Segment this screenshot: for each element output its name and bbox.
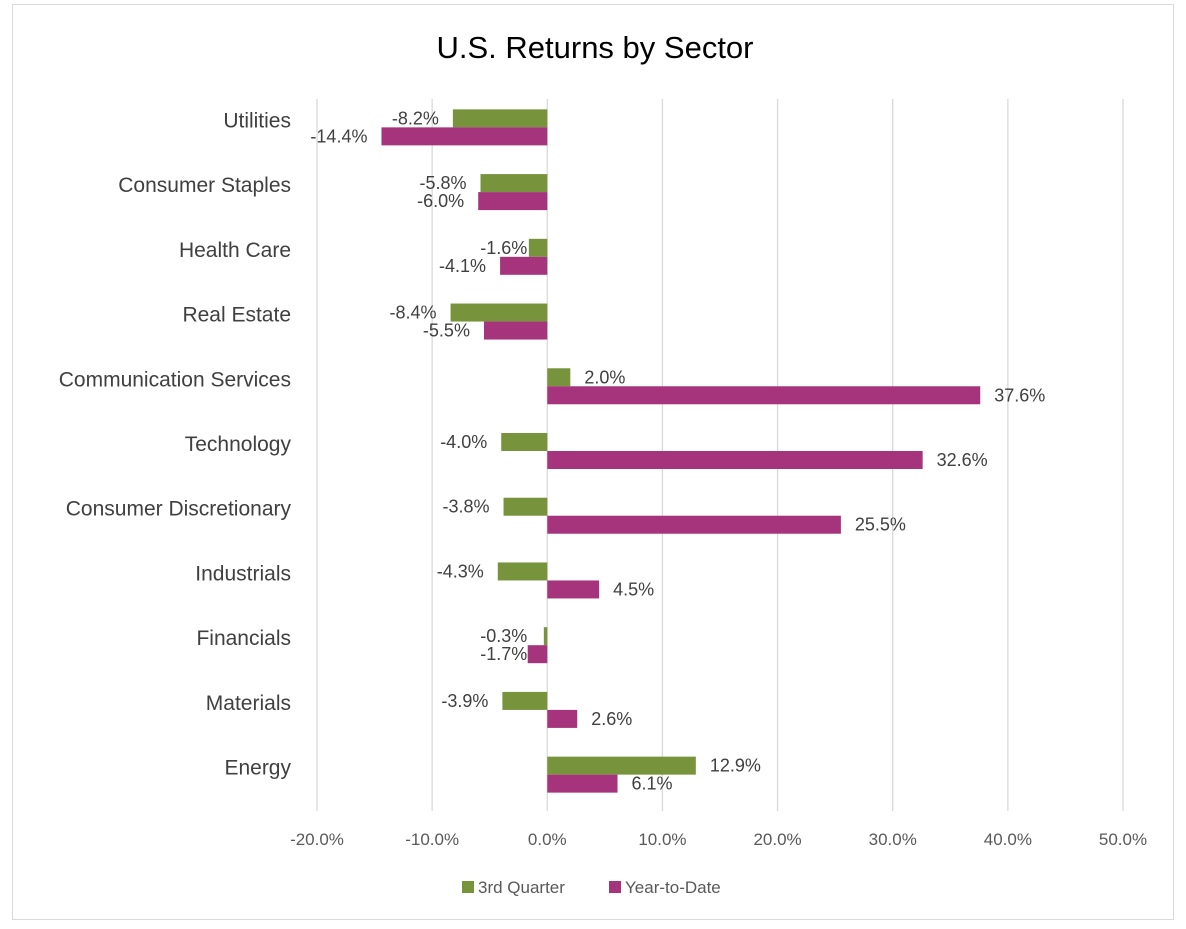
bar-year-to-date-consumer-staples <box>478 192 548 211</box>
bar-year-to-date-technology <box>547 451 923 469</box>
data-label-year-to-date-technology: 32.6% <box>937 450 988 470</box>
category-label: Utilities <box>223 109 291 132</box>
bar-3rd-quarter-communication-services <box>547 368 571 387</box>
legend-label-3rd-quarter: 3rd Quarter <box>478 878 565 897</box>
bars <box>381 109 981 793</box>
bar-year-to-date-industrials <box>547 580 600 599</box>
category-label: Communication Services <box>59 368 291 391</box>
bar-3rd-quarter-real-estate <box>450 303 548 322</box>
legend-label-year-to-date: Year-to-Date <box>625 878 721 897</box>
data-label-year-to-date-consumer-staples: -6.0% <box>417 191 464 211</box>
x-tick-label: 40.0% <box>984 830 1032 849</box>
x-tick-label: 50.0% <box>1099 830 1147 849</box>
x-tick-label: -10.0% <box>405 830 459 849</box>
data-label-year-to-date-consumer-discretionary: 25.5% <box>855 515 906 535</box>
data-label-year-to-date-real-estate: -5.5% <box>423 321 470 341</box>
data-label-year-to-date-energy: 6.1% <box>632 774 673 794</box>
data-label-3rd-quarter-energy: 12.9% <box>710 756 761 776</box>
bar-year-to-date-consumer-discretionary <box>547 515 841 534</box>
x-tick-label: 0.0% <box>528 830 567 849</box>
bar-3rd-quarter-energy <box>547 756 696 775</box>
x-tick-labels: -20.0% -10.0% 0.0% 10.0% 20.0% 30.0% 40.0% 50.0… <box>290 830 1147 849</box>
data-label-3rd-quarter-financials: -0.3% <box>480 626 527 646</box>
data-label-3rd-quarter-industrials: -4.3% <box>437 561 484 581</box>
legend: 3rd Quarter Year-to-Date <box>462 878 721 897</box>
bar-3rd-quarter-technology <box>501 433 548 451</box>
x-tick-label: 30.0% <box>869 830 917 849</box>
category-label: Real Estate <box>182 304 291 327</box>
data-label-3rd-quarter-consumer-discretionary: -3.8% <box>443 497 490 517</box>
bar-year-to-date-real-estate <box>483 321 548 340</box>
legend-swatch-year-to-date <box>609 881 621 893</box>
bar-year-to-date-communication-services <box>547 386 981 405</box>
data-label-year-to-date-communication-services: 37.6% <box>994 385 1045 405</box>
bar-year-to-date-financials <box>527 645 548 664</box>
data-label-3rd-quarter-consumer-staples: -5.8% <box>419 173 466 193</box>
legend-swatch-3rd-quarter <box>462 881 474 893</box>
bar-3rd-quarter-financials <box>543 627 548 646</box>
data-label-3rd-quarter-utilities: -8.2% <box>392 108 439 128</box>
data-label-3rd-quarter-technology: -4.0% <box>440 432 487 452</box>
data-label-3rd-quarter-health-care: -1.6% <box>480 238 527 258</box>
x-tick-label: 10.0% <box>638 830 686 849</box>
data-label-3rd-quarter-real-estate: -8.4% <box>390 303 437 323</box>
category-labels: Utilities Consumer Staples Health Care Real… <box>59 109 292 779</box>
category-label: Energy <box>224 757 291 780</box>
category-label: Consumer Discretionary <box>66 498 292 521</box>
x-tick-label: 20.0% <box>753 830 801 849</box>
bar-3rd-quarter-consumer-discretionary <box>503 497 548 516</box>
category-label: Materials <box>206 692 291 715</box>
bar-3rd-quarter-industrials <box>497 562 548 581</box>
bar-chart: U.S. Returns by Sector Utilities Consumer… <box>59 30 1147 897</box>
bar-3rd-quarter-materials <box>502 691 548 710</box>
data-label-3rd-quarter-materials: -3.9% <box>441 691 488 711</box>
x-tick-label: -20.0% <box>290 830 344 849</box>
chart-title: U.S. Returns by Sector <box>436 30 753 65</box>
data-label-3rd-quarter-communication-services: 2.0% <box>584 367 625 387</box>
category-label: Health Care <box>179 239 291 262</box>
chart-frame: U.S. Returns by Sector Utilities Consumer… <box>12 4 1174 920</box>
category-label: Consumer Staples <box>118 174 291 197</box>
data-label-year-to-date-industrials: 4.5% <box>613 579 654 599</box>
bar-3rd-quarter-utilities <box>452 109 548 128</box>
data-label-year-to-date-utilities: -14.4% <box>310 126 367 146</box>
bar-3rd-quarter-consumer-staples <box>480 174 548 193</box>
data-label-year-to-date-materials: 2.6% <box>591 709 632 729</box>
bar-year-to-date-energy <box>547 774 618 793</box>
data-label-year-to-date-health-care: -4.1% <box>439 256 486 276</box>
data-label-year-to-date-financials: -1.7% <box>480 644 527 664</box>
category-label: Technology <box>185 433 292 456</box>
bar-3rd-quarter-health-care <box>528 238 548 257</box>
category-label: Financials <box>196 627 291 650</box>
bar-year-to-date-materials <box>547 709 578 728</box>
bar-year-to-date-utilities <box>381 127 548 146</box>
data-labels: -8.2% -14.4% -5.8%-6.0% -1.6%-4.1% -8.4%-5.5… <box>310 108 1045 793</box>
category-label: Industrials <box>195 562 291 585</box>
bar-year-to-date-health-care <box>500 256 548 275</box>
